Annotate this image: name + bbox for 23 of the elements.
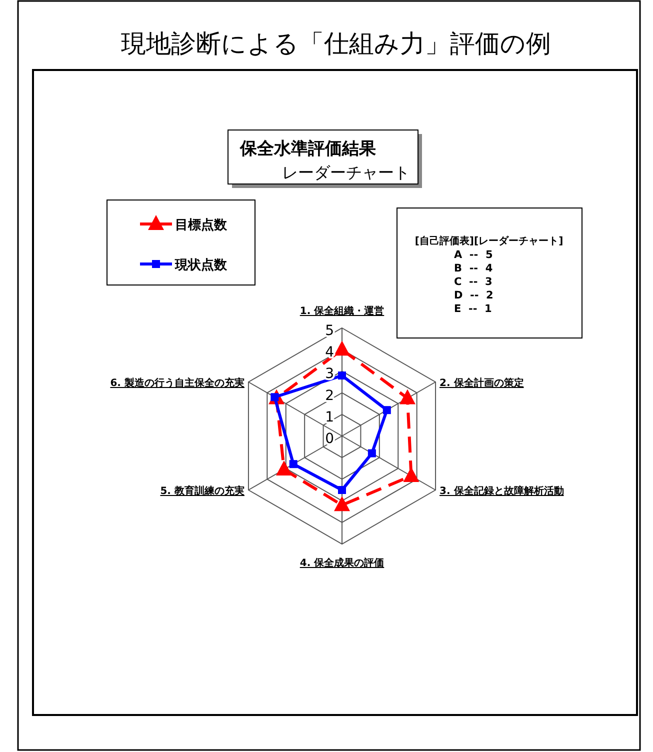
legend-label: 現状点数 bbox=[174, 257, 228, 273]
spoke-label: 6. 製造の行う自主保全の充実 bbox=[110, 377, 244, 389]
y-tick-label: 5 bbox=[325, 323, 334, 339]
text: A -- 5 bbox=[454, 249, 493, 261]
text: [自己評価表][レーダーチャート] bbox=[414, 235, 564, 247]
text: レーダーチャート bbox=[282, 163, 410, 182]
legend-label: 目標点数 bbox=[175, 217, 228, 233]
text: B -- 4 bbox=[454, 262, 493, 274]
y-tick-label: 0 bbox=[325, 431, 334, 447]
y-tick-label: 2 bbox=[325, 388, 334, 404]
spoke-label: 5. 教育訓練の充実 bbox=[160, 485, 244, 497]
text: C -- 3 bbox=[454, 276, 492, 288]
spoke-label: 1. 保全組織・運営 bbox=[300, 305, 384, 317]
y-tick-label: 3 bbox=[325, 366, 334, 382]
y-tick-label: 4 bbox=[325, 344, 334, 361]
spoke-label: 3. 保全記録と故障解析活動 bbox=[440, 485, 564, 497]
spoke-label: 4. 保全成果の評価 bbox=[300, 557, 384, 569]
text: D -- 2 bbox=[454, 290, 494, 302]
chart-title: 現地診断による「仕組み力」評価の例 bbox=[121, 29, 551, 58]
y-tick-label: 1 bbox=[325, 409, 334, 426]
spoke-label: 2. 保全計画の策定 bbox=[440, 377, 524, 389]
text: E -- 1 bbox=[454, 303, 492, 315]
chart-subtitle: 保全水準評価結果 bbox=[239, 139, 377, 159]
